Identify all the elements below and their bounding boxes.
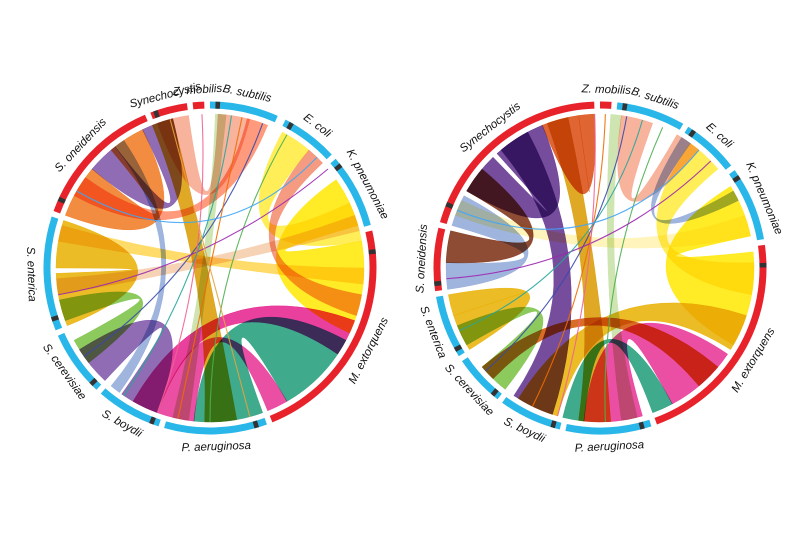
ribbon-15: [455, 200, 751, 249]
ribbon-11: [456, 306, 544, 390]
group-label-s-oneidensis: S. oneidensis: [414, 224, 430, 294]
group-label-p-aeruginosa: P. aeruginosa: [574, 439, 644, 455]
group-arc-s-cerevisiae: [461, 357, 502, 400]
group-tick-k-pneumoniae: [732, 175, 741, 183]
group-tick-s-oneidensis: [57, 196, 66, 204]
thread-5: [459, 119, 643, 332]
group-tick-s-cerevisiae: [490, 388, 499, 397]
thread-3: [58, 168, 329, 296]
group-arc-k-pneumoniae: [330, 158, 371, 227]
ribbon-13: [59, 291, 143, 364]
thread-layer: [58, 114, 329, 423]
group-tick-s-enterica: [453, 344, 463, 352]
group-arc-b-subtilis: [209, 101, 278, 123]
group-arc-p-aeruginosa: [565, 419, 652, 435]
group-arc-synechocystis: [150, 103, 188, 120]
ribbon-17: [606, 114, 638, 421]
group-arc-e-coli: [684, 126, 732, 170]
group-tick-p-aeruginosa: [638, 421, 645, 430]
ribbon-16: [172, 113, 227, 421]
group-tick-p-aeruginosa: [252, 420, 260, 429]
ribbon-12: [56, 215, 360, 295]
thread-3: [446, 160, 712, 280]
group-arc-k-pneumoniae: [729, 170, 764, 241]
ribbon-14: [73, 118, 268, 221]
ribbon-1: [656, 143, 755, 295]
group-arc-s-boydii: [100, 388, 161, 427]
thread-2: [531, 114, 606, 407]
group-tick-e-coli: [286, 121, 294, 131]
group-tick-s-cerevisiae: [89, 377, 98, 387]
group-arc-z-mobilis: [192, 101, 205, 110]
ribbon-9: [445, 168, 534, 264]
group-label-b-subtilis: B. subtilis: [222, 83, 273, 105]
thread-4: [557, 114, 596, 417]
group-tick-b-subtilis: [621, 103, 628, 111]
group-tick-k-pneumoniae: [334, 163, 343, 172]
group-arc-m-extorquens: [269, 230, 377, 423]
group-arc-s-oneidensis: [433, 227, 446, 292]
thread-0: [485, 116, 628, 372]
thread-6: [76, 156, 318, 224]
ribbon-15: [58, 225, 365, 285]
group-arc-b-subtilis: [616, 102, 684, 130]
group-arc-m-extorquens: [654, 244, 767, 425]
group-tick-e-coli: [688, 129, 696, 138]
group-label-p-aeruginosa: P. aeruginosa: [181, 440, 251, 454]
group-tick-s-enterica: [50, 315, 60, 322]
group-arc-s-cerevisiae: [57, 332, 102, 390]
group-arc-s-oneidensis: [53, 114, 148, 214]
group-tick-synechocystis: [445, 201, 454, 209]
thread-5: [123, 115, 232, 396]
group-tick-s-boydii: [550, 420, 557, 429]
thread-layer: [446, 114, 712, 422]
thread-4: [156, 114, 204, 413]
ribbon-17: [110, 140, 167, 393]
group-arc-p-aeruginosa: [164, 417, 267, 435]
group-ring: [433, 101, 767, 435]
thread-6: [457, 149, 700, 230]
thread-7: [169, 119, 251, 417]
group-label-z-mobilis: Z. mobilis: [580, 83, 631, 97]
group-arc-synechocystis: [439, 101, 595, 225]
group-arc-s-enterica: [436, 295, 465, 357]
group-ring: [43, 101, 377, 435]
ribbon-12: [617, 115, 700, 202]
thread-1: [209, 134, 288, 423]
group-label-z-mobilis: Z. mobilis: [172, 83, 223, 98]
ribbon-16: [481, 317, 719, 387]
thread-1: [604, 127, 664, 422]
group-tick-s-boydii: [149, 416, 156, 425]
group-tick-synechocystis: [153, 109, 160, 119]
ribbon-1: [258, 131, 362, 246]
group-label-s-enterica: S. enterica: [24, 247, 38, 302]
ribbon-13: [651, 137, 739, 224]
group-arc-s-boydii: [502, 397, 562, 430]
ribbon-10: [500, 131, 572, 415]
group-arc-e-coli: [282, 119, 332, 160]
ribbon-layer: [445, 113, 755, 423]
ribbon-14: [547, 117, 611, 423]
